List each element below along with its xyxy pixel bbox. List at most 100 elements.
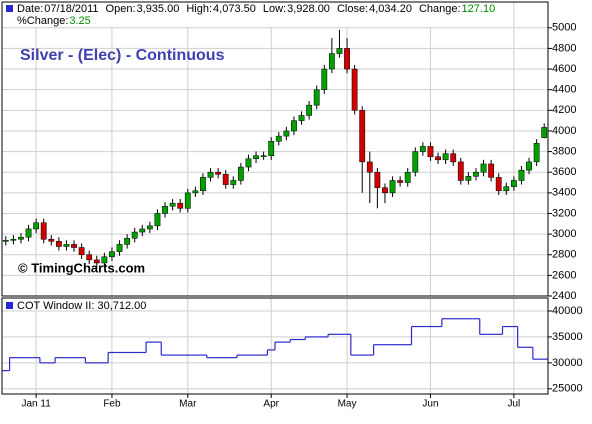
y-tick-label: 3600 <box>552 166 576 178</box>
header-label: %Change: <box>17 15 68 27</box>
header-label: Open: <box>106 3 136 15</box>
candle-body <box>389 180 396 194</box>
y-tick-label: 4400 <box>552 84 576 96</box>
candle-body <box>78 247 85 255</box>
candle-body <box>124 237 131 245</box>
candle-body <box>139 228 146 233</box>
candle-body <box>495 177 502 192</box>
header-value: 3.25 <box>69 15 90 27</box>
candle-body <box>192 190 199 194</box>
candle-body <box>215 171 222 175</box>
header-value: 07/18/2011 <box>44 3 98 15</box>
header-swatch <box>6 5 13 12</box>
candle-body <box>480 163 487 173</box>
candle-body <box>33 222 40 230</box>
x-tick-label: Jun <box>422 399 438 410</box>
x-tick-label: Apr <box>263 399 279 410</box>
legend-label: COT Window II: 30,712.00 <box>17 300 146 312</box>
y-tick-label: 30000 <box>552 357 583 369</box>
candle-body <box>503 186 510 192</box>
candle-body <box>25 228 32 238</box>
y-tick-label: 3000 <box>552 228 576 240</box>
candle-body <box>291 120 297 132</box>
candle-body <box>321 68 328 90</box>
y-tick-label: 4000 <box>552 125 576 137</box>
candle-body <box>465 176 472 181</box>
candle-body <box>86 254 93 261</box>
candle-body <box>55 241 62 247</box>
candle-body <box>146 225 153 230</box>
candle-body <box>101 256 108 264</box>
x-tick-label: Feb <box>103 399 121 410</box>
header-value: 4,034.20 <box>369 3 412 15</box>
panel-frame <box>1 1 549 297</box>
candle-body <box>237 166 244 181</box>
header-label: High: <box>186 3 212 15</box>
candle-body <box>10 239 17 241</box>
y-tick-label: 25000 <box>552 383 583 395</box>
candle-body <box>268 141 275 156</box>
y-tick-label: 5000 <box>552 22 576 34</box>
candle-body <box>245 158 252 168</box>
candle-body <box>366 161 373 173</box>
candle-body <box>435 156 441 161</box>
candle-body <box>382 187 388 194</box>
header-label: Date: <box>17 3 43 15</box>
candle-body <box>18 236 24 240</box>
y-tick-label: 4600 <box>552 63 576 75</box>
candle-body <box>313 89 320 106</box>
candle-body <box>533 143 540 163</box>
candle-body <box>419 146 426 152</box>
candle-body <box>510 180 517 187</box>
candle-body <box>154 213 161 227</box>
candle-body <box>131 231 138 239</box>
candle-body <box>162 206 168 214</box>
candle-body <box>63 244 70 247</box>
candle-body <box>397 180 404 183</box>
copyright: © TimingCharts.com <box>18 260 145 275</box>
candle-body <box>184 192 191 209</box>
header-value: 3,928.00 <box>287 3 330 15</box>
panel-frame <box>1 297 549 395</box>
candle-body <box>93 259 100 264</box>
header-value: 4,073.50 <box>213 3 256 15</box>
candle-body <box>427 146 434 157</box>
candle-body <box>222 174 229 185</box>
candle-body <box>488 163 495 178</box>
y-tick-label: 2400 <box>552 290 576 302</box>
candle-body <box>116 244 123 252</box>
candle-body <box>518 169 525 181</box>
candle-body <box>457 161 464 181</box>
header-label: Low: <box>263 3 286 15</box>
chart-title: Silver - (Elec) - Continuous <box>20 47 225 64</box>
header-value: 127.10 <box>462 3 496 15</box>
y-tick-label: 40000 <box>552 305 583 317</box>
header-bg <box>3 3 503 27</box>
candle-body <box>359 110 366 163</box>
header-value: 3,935.00 <box>137 3 180 15</box>
candle-body <box>412 151 419 173</box>
candle-body <box>374 171 381 188</box>
y-tick-label: 3400 <box>552 187 576 199</box>
candle-body <box>2 240 9 242</box>
candle-body <box>207 171 214 178</box>
header-label: Close: <box>337 3 368 15</box>
candle-body <box>526 161 532 171</box>
candle-body <box>283 130 290 137</box>
candle-body <box>336 48 343 54</box>
y-tick-label: 4200 <box>552 104 576 116</box>
y-tick-label: 2800 <box>552 249 576 261</box>
candle-body <box>71 244 77 248</box>
candle-body <box>328 53 335 70</box>
candle-body <box>177 202 184 209</box>
y-tick-label: 3800 <box>552 145 576 157</box>
candle-body <box>200 177 206 192</box>
candle-body <box>169 202 176 207</box>
x-tick-label: Mar <box>179 399 197 410</box>
header-label: Change: <box>419 3 461 15</box>
candle-body <box>450 153 457 163</box>
x-tick-label: May <box>338 399 357 410</box>
y-tick-label: 35000 <box>552 331 583 343</box>
y-tick-label: 3200 <box>552 207 576 219</box>
